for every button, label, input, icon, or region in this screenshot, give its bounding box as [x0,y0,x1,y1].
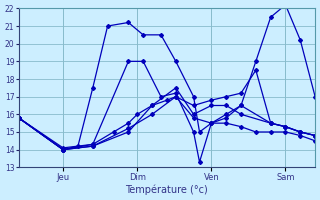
X-axis label: Température (°c): Température (°c) [125,185,208,195]
